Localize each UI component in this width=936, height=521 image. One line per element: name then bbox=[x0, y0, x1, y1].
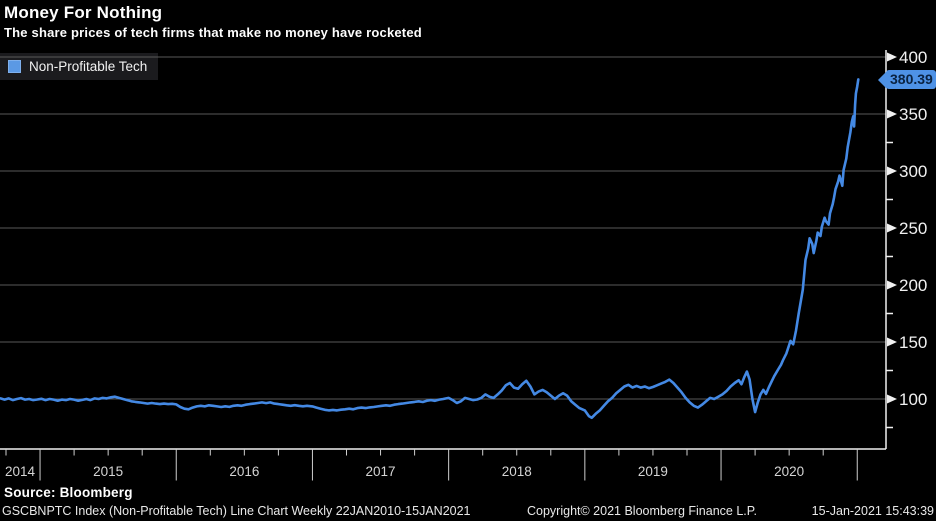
page-subtitle: The share prices of tech firms that make… bbox=[4, 25, 422, 40]
y-tick-label: 150 bbox=[899, 333, 927, 352]
y-tick-arrow-icon bbox=[887, 223, 897, 233]
chart-description: GSCBNPTC Index (Non-Profitable Tech) Lin… bbox=[2, 504, 471, 518]
y-tick-arrow-icon bbox=[887, 394, 897, 404]
page-title: Money For Nothing bbox=[4, 3, 163, 22]
y-tick-label: 100 bbox=[899, 390, 927, 409]
y-tick-arrow-icon bbox=[887, 166, 897, 176]
y-tick-label: 350 bbox=[899, 105, 927, 124]
legend-label: Non-Profitable Tech bbox=[29, 59, 148, 74]
x-tick-label: 2016 bbox=[229, 464, 259, 479]
legend-swatch-icon bbox=[8, 60, 21, 73]
x-tick-label: 2015 bbox=[93, 464, 123, 479]
x-tick-label: 2017 bbox=[366, 464, 396, 479]
copyright-notice: Copyright© 2021 Bloomberg Finance L.P. bbox=[527, 504, 757, 518]
source-label: Source: Bloomberg bbox=[4, 485, 133, 500]
last-price-flag: 380.39 bbox=[886, 70, 936, 89]
series-line bbox=[0, 78, 860, 420]
y-tick-arrow-icon bbox=[887, 337, 897, 347]
y-tick-arrow-icon bbox=[887, 109, 897, 119]
timestamp: 15-Jan-2021 15:43:39 bbox=[811, 504, 934, 518]
y-tick-label: 200 bbox=[899, 276, 927, 295]
y-tick-label: 400 bbox=[899, 48, 927, 67]
x-tick-label: 2018 bbox=[502, 464, 532, 479]
x-tick-label: 2020 bbox=[774, 464, 804, 479]
y-tick-label: 250 bbox=[899, 219, 927, 238]
x-tick-label: 2014 bbox=[5, 464, 36, 479]
y-tick-label: 300 bbox=[899, 162, 927, 181]
x-tick-label: 2019 bbox=[638, 464, 668, 479]
y-tick-arrow-icon bbox=[887, 280, 897, 290]
y-tick-arrow-icon bbox=[887, 52, 897, 62]
